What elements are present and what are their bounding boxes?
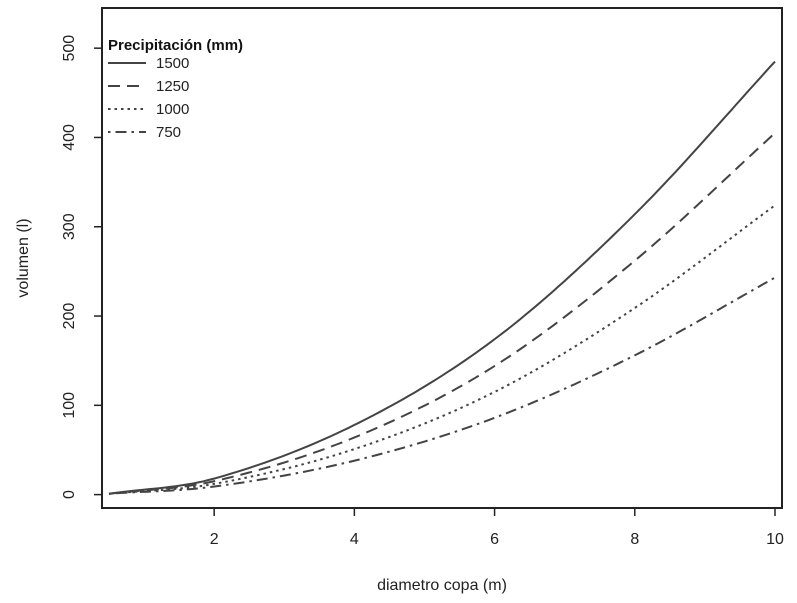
y-tick-label: 200	[61, 303, 78, 330]
x-axis: 2 4 6 8 10	[210, 508, 784, 548]
y-tick-label: 400	[61, 124, 78, 151]
legend-label: 750	[156, 124, 181, 141]
x-tick-label: 8	[630, 531, 639, 548]
legend: Precipitación (mm) 1500 1250 1000 750	[108, 37, 243, 141]
y-tick-label: 500	[61, 35, 78, 62]
series-line-1250	[108, 132, 776, 495]
series-line-750	[108, 276, 776, 495]
legend-label: 1000	[156, 101, 189, 118]
plot-area	[101, 7, 783, 509]
y-tick-label: 0	[61, 490, 78, 499]
x-axis-title: diametro copa (m)	[377, 577, 507, 594]
series-line-1500	[108, 60, 776, 495]
x-tick-label: 2	[210, 531, 219, 548]
y-axis-title: volumen (l)	[15, 218, 32, 297]
y-tick-label: 100	[61, 392, 78, 419]
x-tick-label: 6	[490, 531, 499, 548]
x-tick-label: 10	[766, 531, 784, 548]
series-lines	[108, 60, 776, 495]
legend-label: 1250	[156, 78, 189, 95]
y-axis: 0 100 200 300 400 500	[61, 35, 102, 499]
legend-title: Precipitación (mm)	[108, 37, 243, 54]
legend-label: 1500	[156, 55, 189, 72]
series-line-1000	[108, 204, 776, 495]
plot-frame	[101, 7, 783, 509]
x-tick-label: 4	[350, 531, 359, 548]
y-tick-label: 300	[61, 213, 78, 240]
